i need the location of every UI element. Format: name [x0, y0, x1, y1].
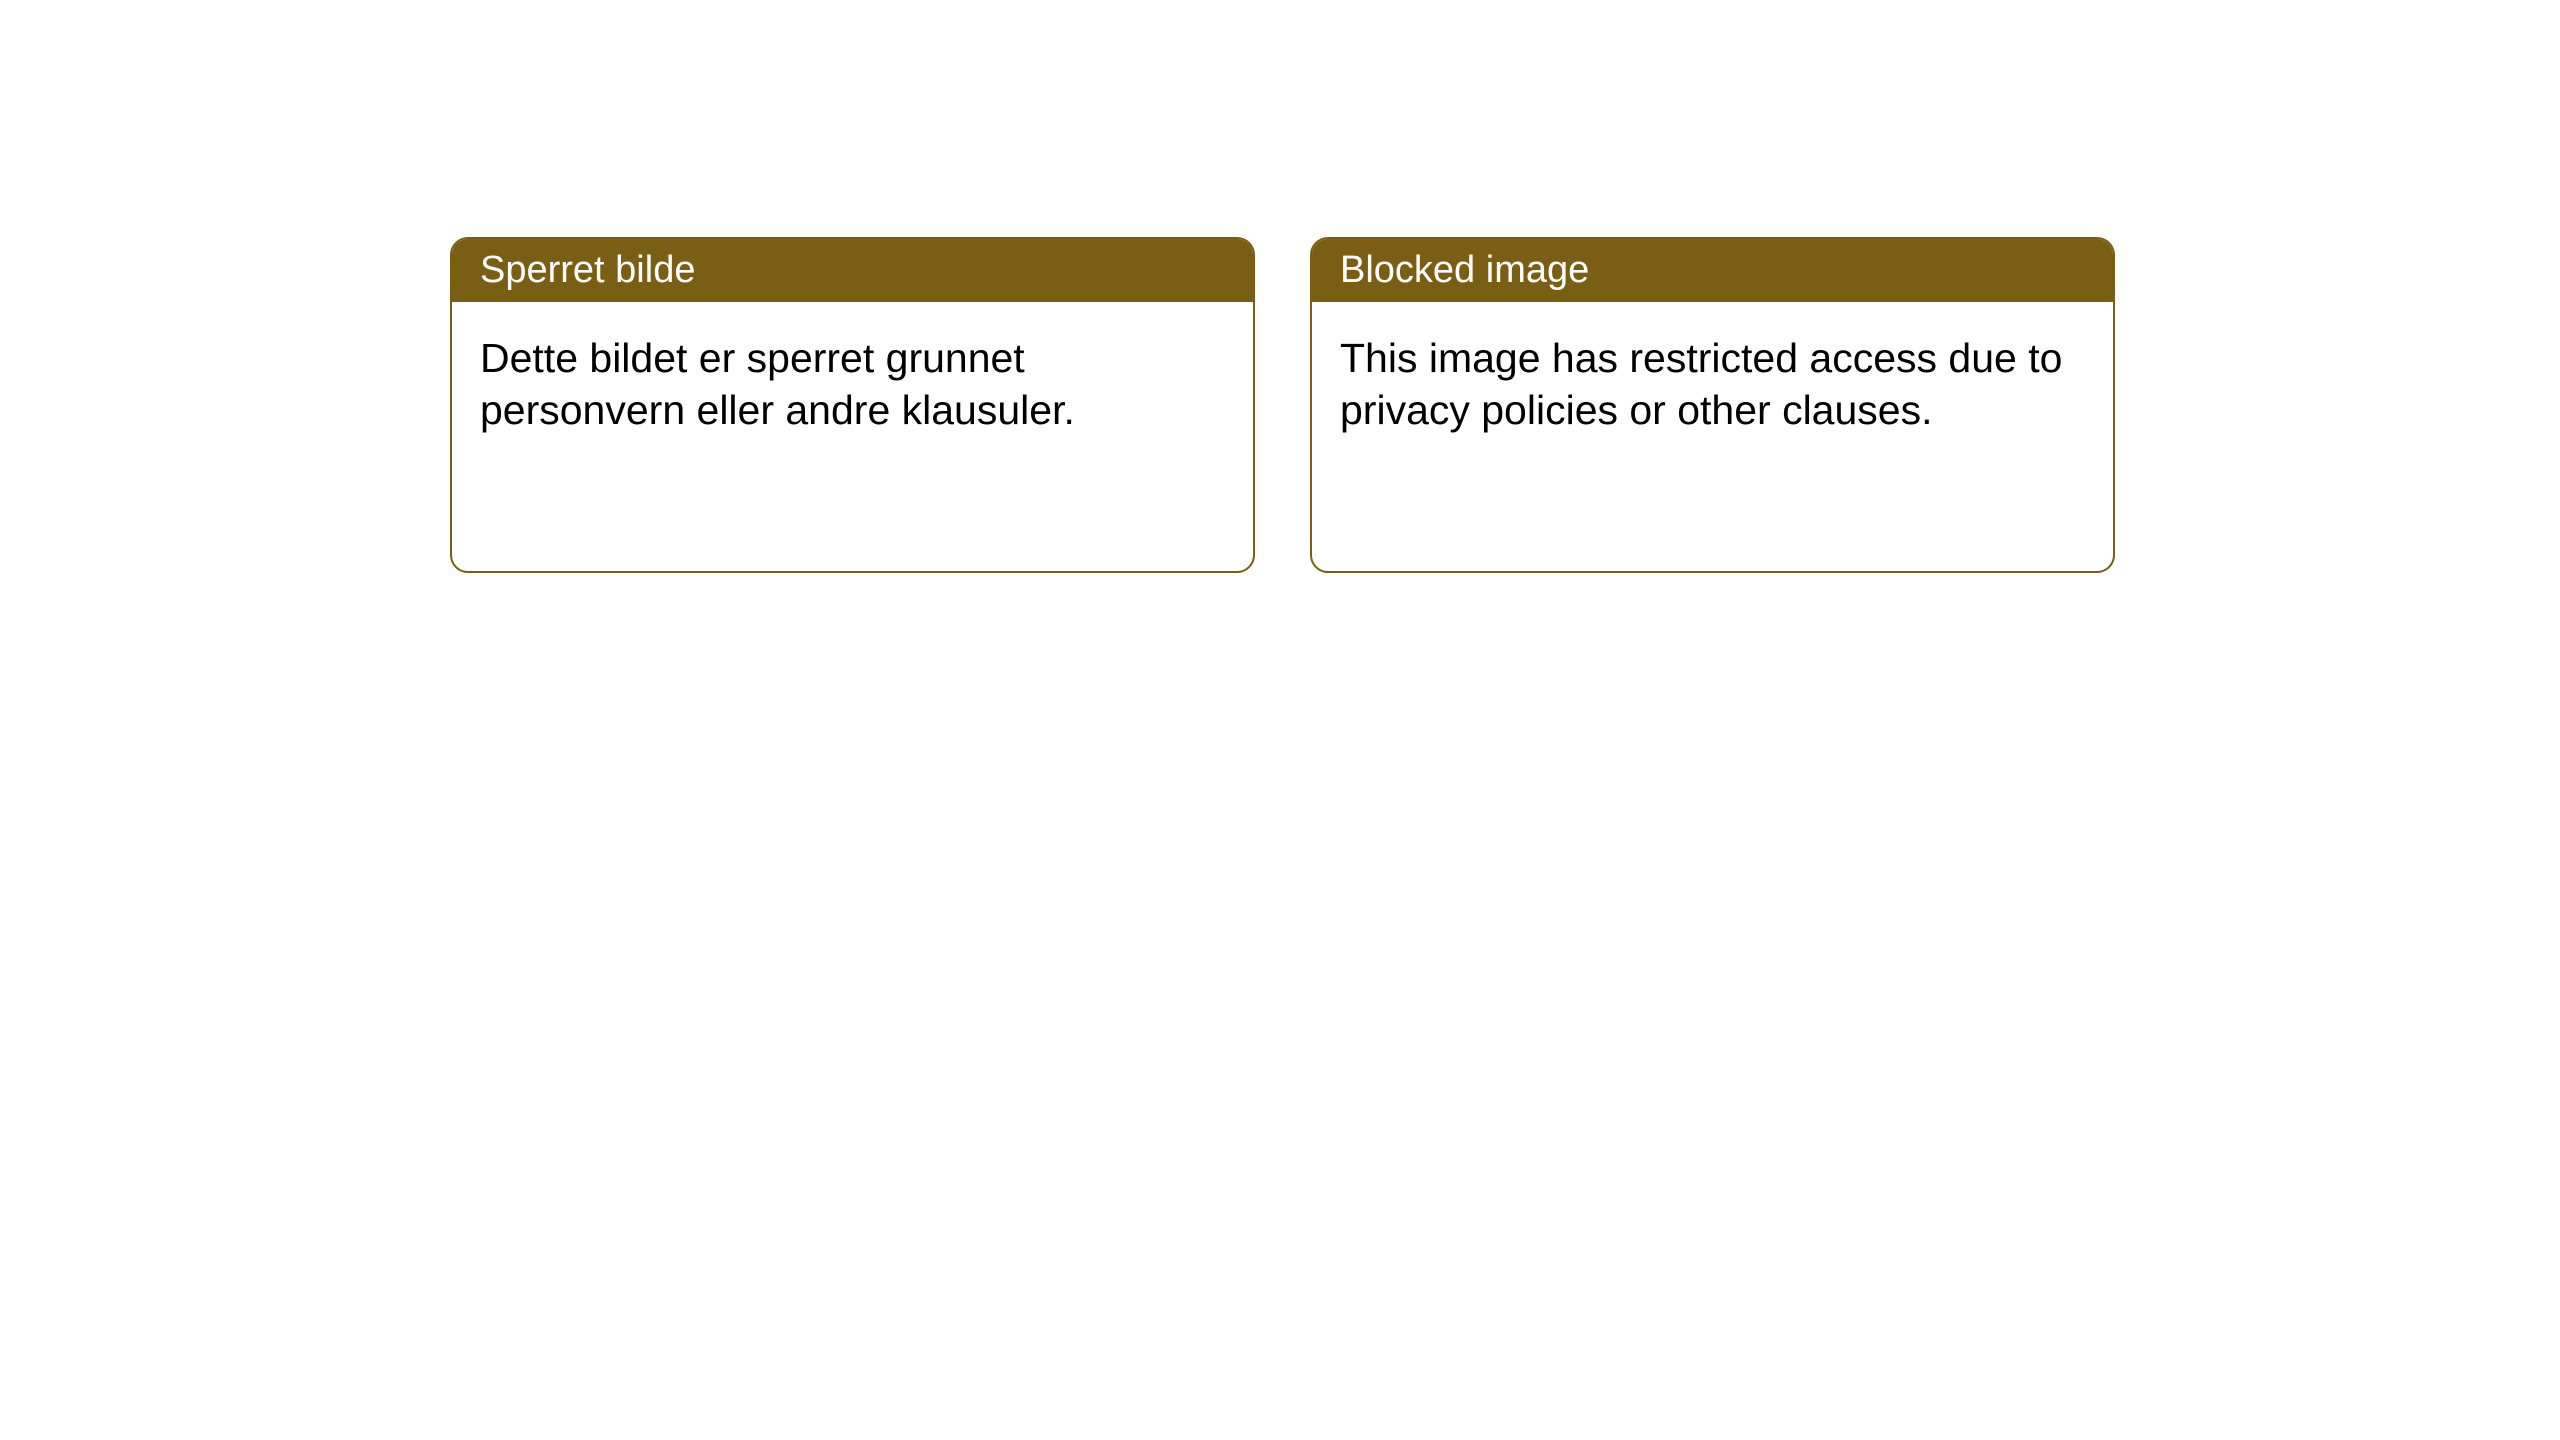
- notice-header: Sperret bilde: [452, 239, 1253, 302]
- notice-header: Blocked image: [1312, 239, 2113, 302]
- notice-body: This image has restricted access due to …: [1312, 302, 2113, 467]
- notice-text: Dette bildet er sperret grunnet personve…: [480, 335, 1075, 433]
- notice-card-norwegian: Sperret bilde Dette bildet er sperret gr…: [450, 237, 1255, 573]
- notice-card-english: Blocked image This image has restricted …: [1310, 237, 2115, 573]
- notice-title: Blocked image: [1340, 249, 1589, 291]
- notice-body: Dette bildet er sperret grunnet personve…: [452, 302, 1253, 467]
- notice-title: Sperret bilde: [480, 249, 695, 291]
- notice-text: This image has restricted access due to …: [1340, 335, 2062, 433]
- notice-container: Sperret bilde Dette bildet er sperret gr…: [450, 237, 2115, 573]
